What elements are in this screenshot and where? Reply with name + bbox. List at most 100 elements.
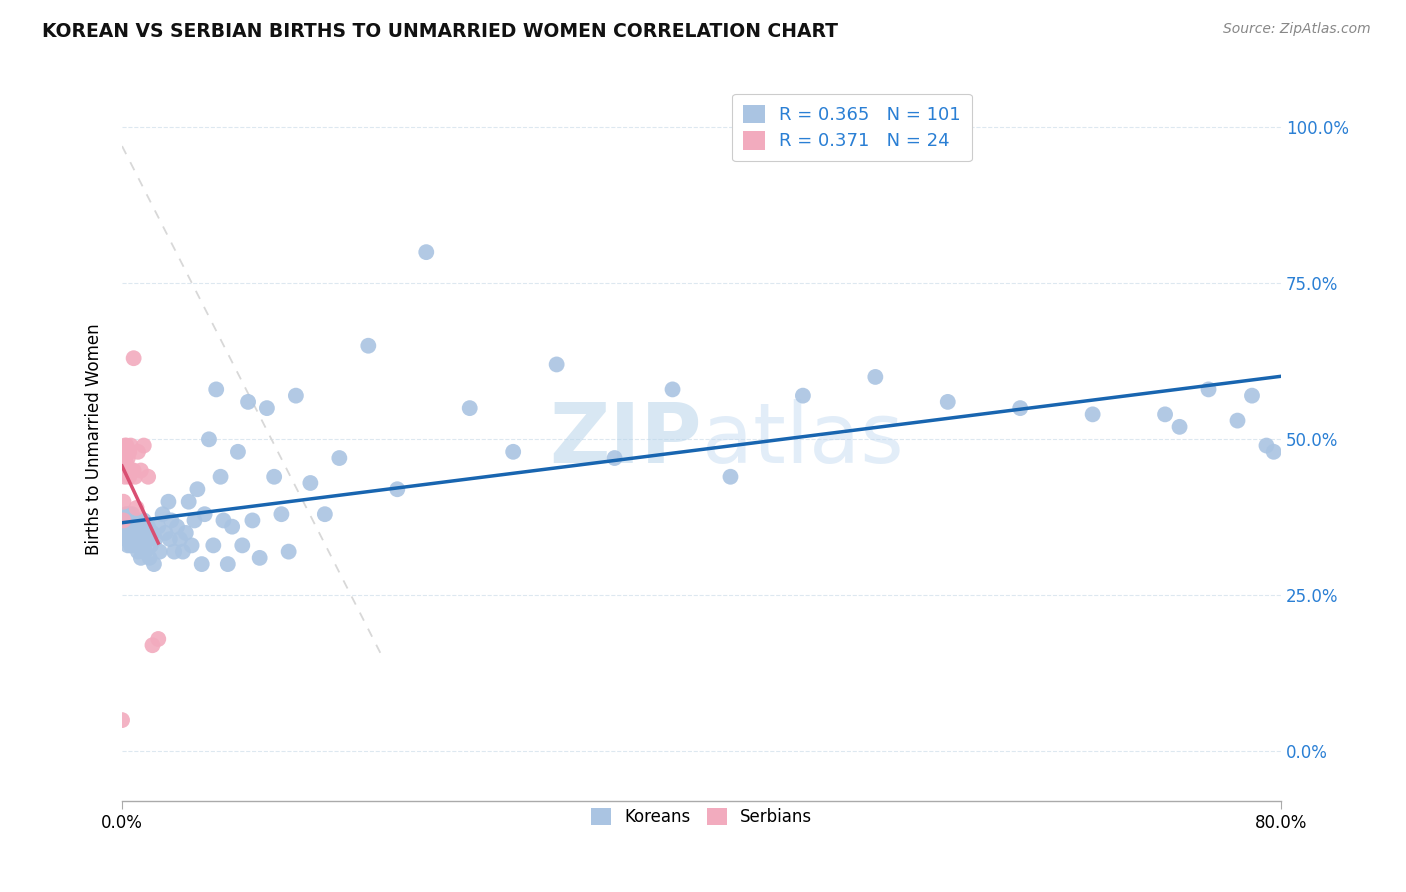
- Point: [117, 538, 139, 552]
- Point: [120, 439, 142, 453]
- Point: [136, 519, 159, 533]
- Point: [129, 550, 152, 565]
- Point: [1263, 445, 1285, 459]
- Point: [129, 463, 152, 477]
- Point: [117, 513, 139, 527]
- Point: [163, 544, 186, 558]
- Point: [120, 525, 142, 540]
- Point: [115, 457, 138, 471]
- Point: [120, 513, 142, 527]
- Point: [226, 445, 249, 459]
- Text: atlas: atlas: [702, 399, 903, 480]
- Point: [117, 463, 139, 477]
- Point: [159, 532, 181, 546]
- Point: [139, 538, 162, 552]
- Point: [1010, 401, 1032, 416]
- Point: [183, 513, 205, 527]
- Point: [209, 469, 232, 483]
- Point: [128, 519, 150, 533]
- Point: [145, 532, 167, 546]
- Point: [194, 507, 217, 521]
- Point: [458, 401, 481, 416]
- Point: [180, 538, 202, 552]
- Point: [263, 469, 285, 483]
- Point: [124, 519, 146, 533]
- Point: [136, 469, 159, 483]
- Point: [328, 450, 350, 465]
- Point: [121, 519, 143, 533]
- Point: [138, 550, 160, 565]
- Point: [661, 383, 683, 397]
- Point: [357, 339, 380, 353]
- Point: [284, 389, 307, 403]
- Point: [125, 538, 148, 552]
- Point: [936, 395, 959, 409]
- Point: [1154, 408, 1177, 422]
- Point: [177, 494, 200, 508]
- Point: [149, 544, 172, 558]
- Point: [125, 500, 148, 515]
- Point: [112, 494, 135, 508]
- Point: [205, 383, 228, 397]
- Point: [125, 525, 148, 540]
- Point: [502, 445, 524, 459]
- Point: [1081, 408, 1104, 422]
- Point: [148, 519, 170, 533]
- Point: [122, 513, 145, 527]
- Text: Source: ZipAtlas.com: Source: ZipAtlas.com: [1223, 22, 1371, 37]
- Point: [314, 507, 336, 521]
- Point: [127, 544, 149, 558]
- Point: [118, 519, 141, 533]
- Point: [1198, 383, 1220, 397]
- Point: [117, 525, 139, 540]
- Y-axis label: Births to Unmarried Women: Births to Unmarried Women: [86, 324, 103, 555]
- Point: [132, 538, 155, 552]
- Point: [198, 433, 221, 447]
- Point: [132, 513, 155, 527]
- Point: [118, 507, 141, 521]
- Point: [114, 450, 136, 465]
- Point: [112, 513, 135, 527]
- Text: ZIP: ZIP: [548, 399, 702, 480]
- Point: [792, 389, 814, 403]
- Point: [118, 469, 141, 483]
- Point: [603, 450, 626, 465]
- Point: [122, 351, 145, 366]
- Point: [299, 475, 322, 490]
- Point: [231, 538, 253, 552]
- Point: [249, 550, 271, 565]
- Point: [122, 525, 145, 540]
- Point: [115, 519, 138, 533]
- Point: [115, 439, 138, 453]
- Point: [1226, 414, 1249, 428]
- Point: [118, 525, 141, 540]
- Point: [212, 513, 235, 527]
- Point: [152, 507, 174, 521]
- Point: [142, 557, 165, 571]
- Point: [112, 519, 135, 533]
- Point: [118, 445, 141, 459]
- Point: [114, 525, 136, 540]
- Point: [111, 713, 134, 727]
- Point: [157, 494, 180, 508]
- Point: [115, 532, 138, 546]
- Point: [720, 469, 742, 483]
- Point: [166, 519, 188, 533]
- Point: [132, 439, 155, 453]
- Point: [114, 513, 136, 527]
- Point: [270, 507, 292, 521]
- Point: [172, 544, 194, 558]
- Text: KOREAN VS SERBIAN BIRTHS TO UNMARRIED WOMEN CORRELATION CHART: KOREAN VS SERBIAN BIRTHS TO UNMARRIED WO…: [42, 22, 838, 41]
- Point: [124, 532, 146, 546]
- Point: [865, 370, 887, 384]
- Point: [120, 538, 142, 552]
- Point: [121, 463, 143, 477]
- Point: [174, 525, 197, 540]
- Point: [141, 638, 163, 652]
- Point: [1240, 389, 1263, 403]
- Point: [221, 519, 243, 533]
- Point: [169, 532, 191, 546]
- Point: [117, 450, 139, 465]
- Point: [118, 532, 141, 546]
- Point: [1256, 439, 1278, 453]
